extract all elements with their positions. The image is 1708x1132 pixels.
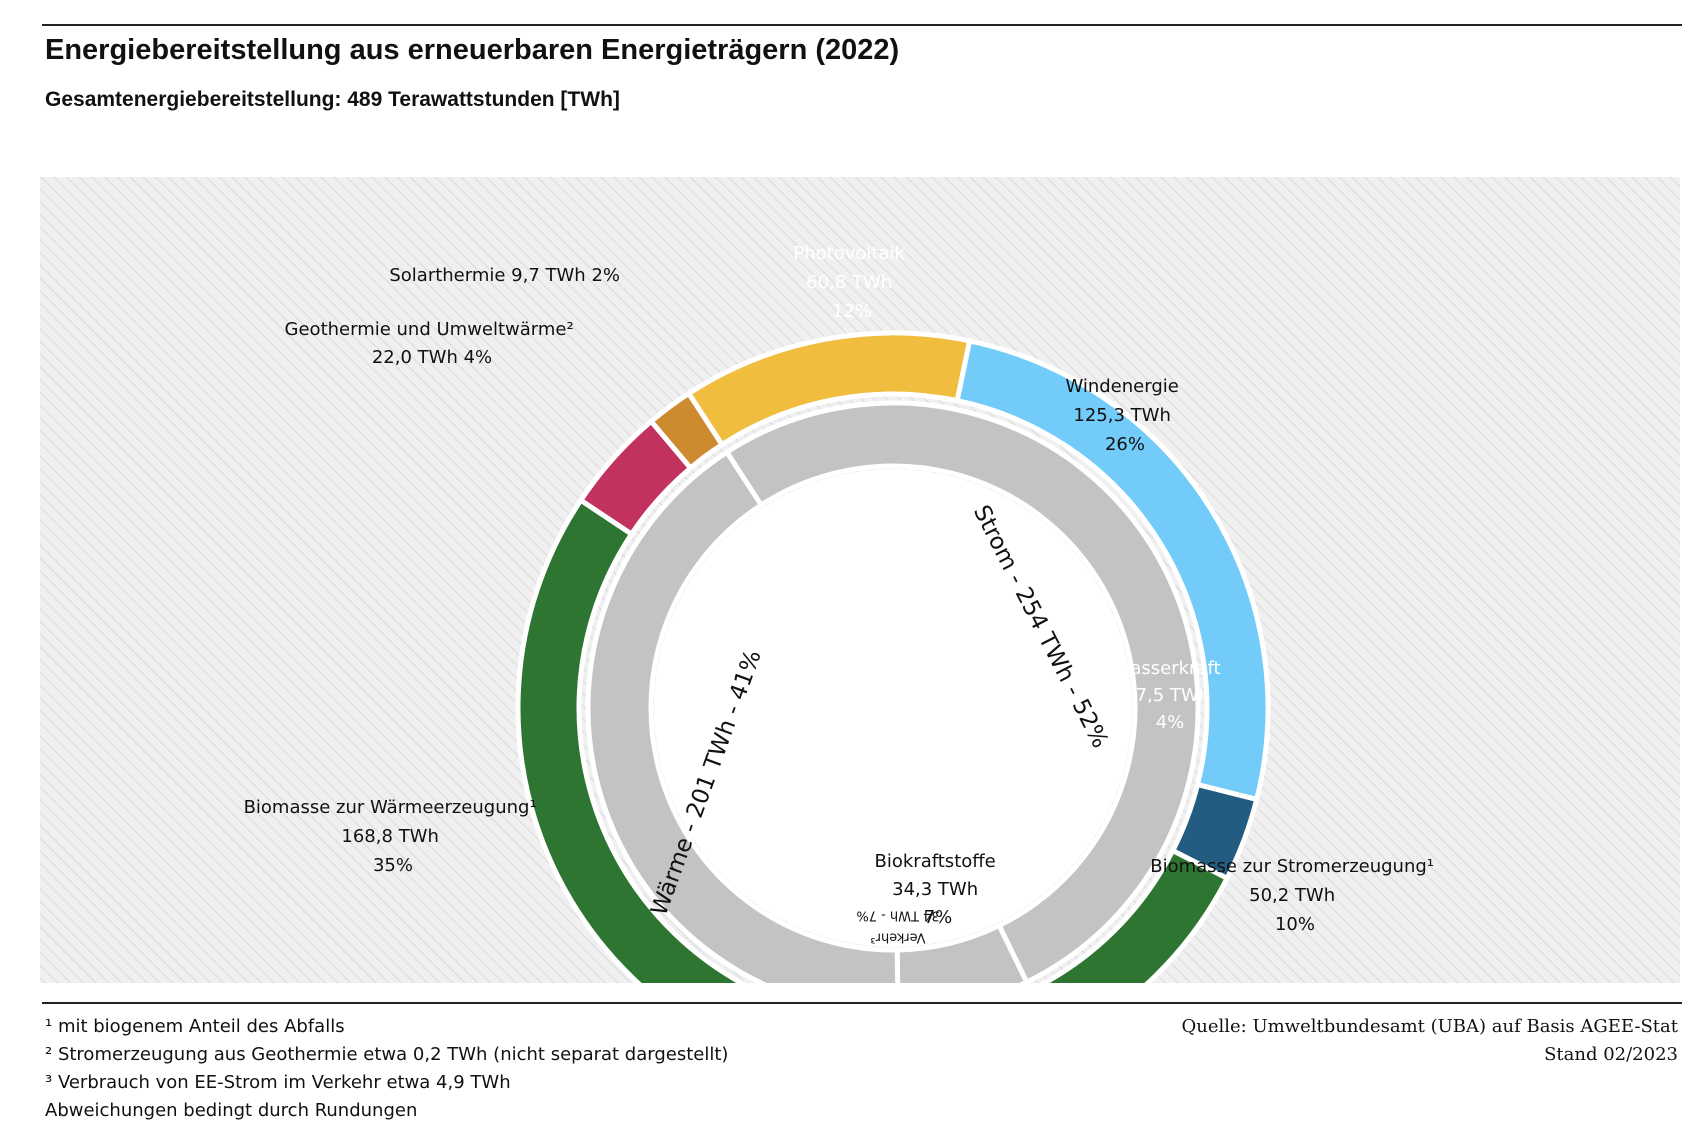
sunburst-chart: Strom - 254 TWh - 52% Wärme - 201 TWh - …: [40, 177, 1680, 983]
label-windenergie: Windenergie 125,3 TWh 26%: [1065, 376, 1184, 455]
inner-slice-strom: [723, 400, 1201, 983]
outer-slice-biomasse-zur-stromerzeugung: [1039, 847, 1231, 983]
label-geothermie: Geothermie und Umweltwärme² 22,0 TWh 4%: [285, 319, 580, 368]
outer-ring-labels: Photovoltaik 60,8 TWh 12% Windenergie 12…: [244, 243, 1440, 935]
inner-label-verkehr-value: 34 TWh - 7%: [856, 908, 939, 923]
chart-title: Energiebereitstellung aus erneuerbaren E…: [45, 34, 900, 66]
source-note: Quelle: Umweltbundesamt (UBA) auf Basis …: [1181, 1013, 1678, 1069]
label-photovoltaik: Photovoltaik 60,8 TWh 12%: [793, 243, 910, 322]
footnote-2: ² Stromerzeugung aus Geothermie etwa 0,2…: [45, 1044, 729, 1065]
label-wasserkraft: Wasserkraft 17,5 TWh 4%: [1114, 658, 1227, 733]
label-biomasse-strom: Biomasse zur Stromerzeugung¹ 50,2 TWh 10…: [1150, 856, 1440, 935]
footnote-1: ¹ mit biogenem Anteil des Abfalls: [45, 1016, 345, 1037]
footnote-3: ³ Verbrauch von EE-Strom im Verkehr etwa…: [45, 1072, 511, 1093]
outer-ring: [515, 330, 1271, 983]
chart-subtitle: Gesamtenergiebereitstellung: 489 Terawat…: [45, 88, 620, 111]
label-biokraftstoffe: Biokraftstoffe 34,3 TWh 7%: [875, 851, 1002, 928]
inner-ring: [585, 400, 1201, 983]
label-biomasse-waerme: Biomasse zur Wärmeerzeugung¹ 168,8 TWh 3…: [244, 797, 543, 876]
label-solarthermie: Solarthermie 9,7 TWh 2%: [389, 265, 620, 286]
source-line: Quelle: Umweltbundesamt (UBA) auf Basis …: [1181, 1016, 1678, 1037]
chart-center-hole: [654, 469, 1132, 947]
top-rule: [42, 24, 1682, 26]
outer-slice-solarthermie: [647, 390, 726, 472]
bottom-rule: [42, 1002, 1682, 1004]
inner-slice-waerme: [585, 448, 901, 983]
chart-area: Strom - 254 TWh - 52% Wärme - 201 TWh - …: [40, 177, 1680, 983]
source-date: Stand 02/2023: [1544, 1044, 1678, 1065]
footnotes: ¹ mit biogenem Anteil des Abfalls ² Stro…: [45, 1013, 728, 1125]
inner-label-verkehr: Verkehr³: [870, 930, 925, 945]
footnote-rounding: Abweichungen bedingt durch Rundungen: [45, 1100, 418, 1121]
